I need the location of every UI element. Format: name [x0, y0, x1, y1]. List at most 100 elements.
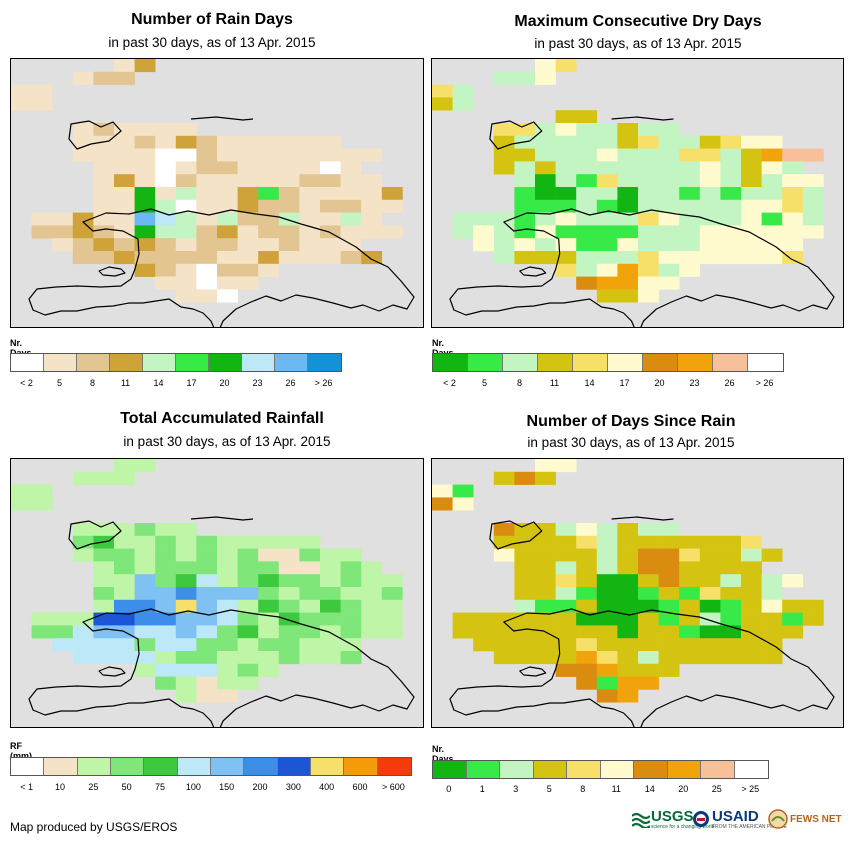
- grid-cell: [299, 574, 321, 588]
- grid-cell: [596, 599, 618, 613]
- grid-cell: [134, 651, 156, 665]
- grid-cell: [720, 587, 742, 601]
- grid-cell: [114, 459, 135, 473]
- grid-cell: [782, 599, 804, 613]
- grid-cell: [658, 574, 680, 588]
- grid-cell: [258, 587, 280, 601]
- grid-cell: [555, 638, 577, 652]
- grid-cell: [217, 689, 238, 703]
- grid-cell: [72, 625, 94, 639]
- usaid-seal-icon: [693, 811, 709, 827]
- grid-cell: [361, 187, 383, 201]
- grid-cell: [217, 174, 238, 188]
- grid-cell: [237, 651, 259, 665]
- legend-swatch: [210, 758, 245, 775]
- grid-cell: [617, 523, 639, 537]
- legend-label: < 1: [20, 782, 34, 792]
- grid-cell: [514, 638, 536, 652]
- map-dry-days: [431, 58, 844, 328]
- grid-cell: [535, 71, 556, 85]
- map-canvas: [432, 59, 835, 327]
- grid-cell: [175, 561, 197, 575]
- grid-cell: [155, 263, 177, 277]
- grid-cell: [299, 174, 321, 188]
- grid-cell: [638, 638, 659, 652]
- grid-cell: [576, 535, 598, 549]
- grid-cell: [114, 561, 135, 575]
- grid-cell: [340, 251, 362, 265]
- grid-cell: [720, 574, 742, 588]
- grid-cell: [11, 84, 32, 98]
- grid-cell: [134, 535, 156, 549]
- grid-cell: [237, 663, 259, 677]
- grid-cell: [617, 289, 639, 303]
- grid-cell: [473, 225, 495, 239]
- grid-cell: [278, 161, 300, 175]
- grid-cell: [493, 148, 515, 162]
- grid-cell: [217, 574, 238, 588]
- grid-cell: [741, 587, 762, 601]
- grid-cell: [699, 251, 721, 265]
- grid-cell: [658, 523, 680, 537]
- grid-cell: [299, 651, 321, 665]
- grid-cell: [638, 225, 659, 239]
- legend-label: > 600: [381, 782, 405, 792]
- grid-cell: [576, 148, 598, 162]
- grid-cell: [493, 523, 515, 537]
- grid-cell: [432, 97, 453, 111]
- grid-cell: [514, 161, 536, 175]
- usaid-logo: USAID FROM THE AMERICAN PEOPLE: [692, 806, 787, 832]
- grid-cell: [514, 225, 536, 239]
- grid-cell: [320, 638, 341, 652]
- grid-cell: [473, 238, 495, 252]
- grid-cell: [782, 225, 804, 239]
- grid-cell: [514, 251, 536, 265]
- grid-cell: [361, 225, 383, 239]
- panel-subtitle: in past 30 days, as of 13 Apr. 2015: [527, 435, 735, 450]
- grid-cell: [699, 548, 721, 562]
- legend-bar: [10, 757, 412, 776]
- grid-cell: [114, 638, 135, 652]
- fewsnet-globe-icon: [768, 809, 788, 829]
- grid-cell: [679, 135, 701, 149]
- grid-cell: [381, 612, 403, 626]
- grid-cell: [237, 161, 259, 175]
- grid-cell: [175, 225, 197, 239]
- grid-cell: [555, 651, 577, 665]
- grid-cell: [679, 651, 701, 665]
- grid-cell: [217, 599, 238, 613]
- legend-label: 600: [352, 782, 368, 792]
- grid-cell: [658, 612, 680, 626]
- grid-cell: [175, 625, 197, 639]
- grid-cell: [381, 187, 403, 201]
- grid-cell: [278, 651, 300, 665]
- grid-cell: [555, 148, 577, 162]
- legend-label: > 26: [314, 378, 333, 388]
- grid-cell: [761, 625, 783, 639]
- grid-cell: [699, 135, 721, 149]
- grid-cell: [258, 561, 280, 575]
- grid-cell: [196, 574, 218, 588]
- grid-cell: [155, 651, 177, 665]
- fewsnet-text: FEWS NET: [790, 813, 842, 825]
- inagua-island-outline: [68, 520, 122, 550]
- grid-cell: [217, 161, 238, 175]
- legend-label: 20: [219, 378, 230, 388]
- grid-cell: [638, 148, 659, 162]
- grid-cell: [432, 84, 453, 98]
- grid-cell: [720, 135, 742, 149]
- grid-cell: [237, 676, 259, 690]
- grid-cell: [196, 263, 218, 277]
- grid-cell: [237, 625, 259, 639]
- grid-cell: [258, 225, 280, 239]
- grid-cell: [596, 174, 618, 188]
- cuba-coast-fragment: [611, 516, 674, 521]
- grid-cell: [658, 225, 680, 239]
- grid-cell: [155, 174, 177, 188]
- grid-cell: [155, 123, 177, 137]
- grid-cell: [658, 135, 680, 149]
- grid-cell: [320, 148, 341, 162]
- legend-label: 14: [584, 378, 595, 388]
- legend-swatch: [433, 761, 467, 778]
- grid-cell: [452, 612, 474, 626]
